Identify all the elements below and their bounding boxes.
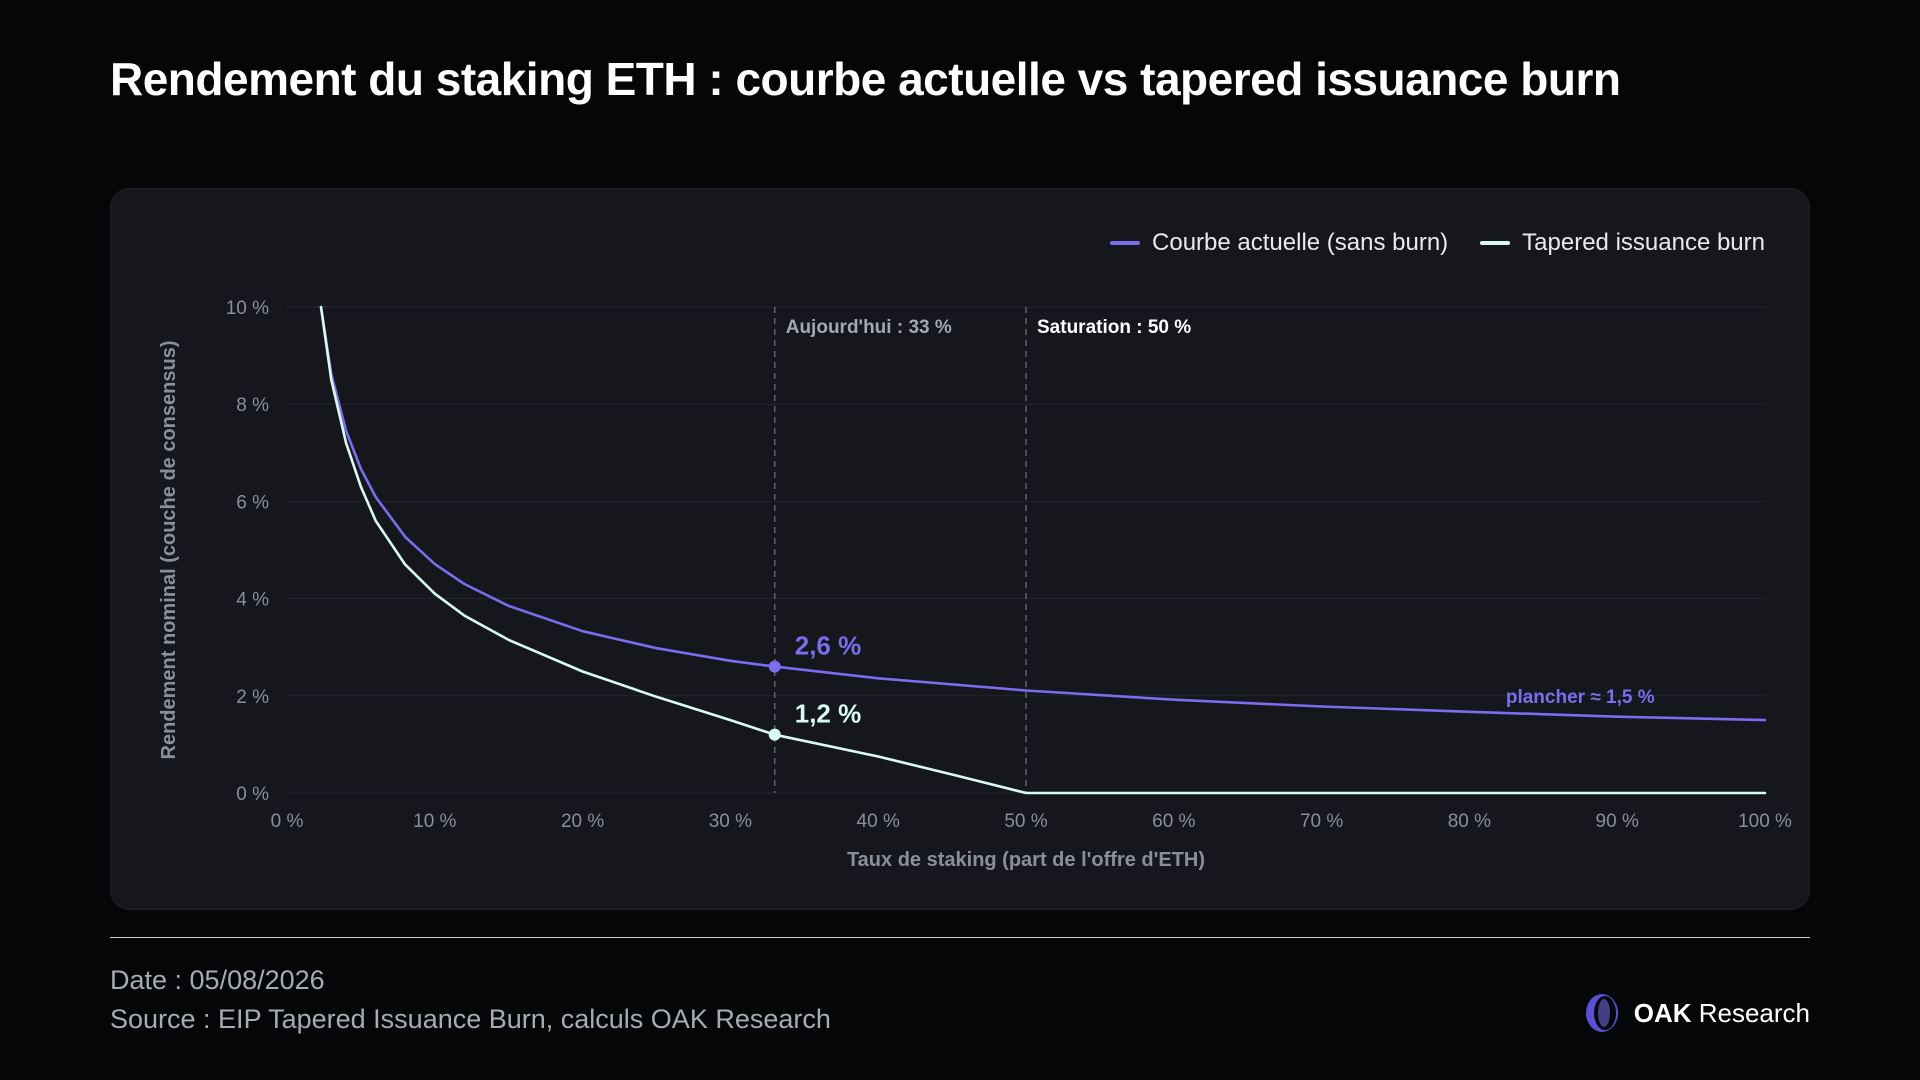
x-tick-label: 10 % [413,811,456,832]
y-tick-label: 2 % [236,687,269,708]
brand-name-bold: OAK [1633,997,1692,1028]
legend-item-current: Courbe actuelle (sans burn) [1110,229,1448,257]
chart-legend: Courbe actuelle (sans burn) Tapered issu… [1110,229,1765,257]
brand-name-rest: Research [1691,997,1810,1028]
legend-swatch-current [1110,241,1141,245]
oak-ring-logo-icon [1585,994,1618,1032]
series-line-current [319,305,1767,722]
y-tick-label: 6 % [236,492,269,513]
chart-plot: 0 % 2 % 4 % 6 % 8 % 10 % 0 % 10 % 20 % 30 % 40 % 50… [158,298,1792,871]
annotation-label: 2,6 % [795,631,862,661]
chart-card: 0 % 2 % 4 % 6 % 8 % 10 % 0 % 10 % 20 % 30 % 40 % 50… [110,188,1810,910]
x-tick-label: 0 % [271,811,304,832]
reference-line-label: Aujourd'hui : 33 % [786,317,952,338]
y-tick-label: 0 % [236,784,269,805]
footer-date: Date : 05/08/2026 [110,965,325,995]
legend-item-tapered: Tapered issuance burn [1480,229,1765,257]
series-line-tapered [319,305,1767,795]
floor-annotation-label: plancher ≈ 1,5 % [1506,687,1655,708]
footer-divider [110,937,1810,938]
annotation-label: 1,2 % [795,699,862,729]
annotation-point [768,728,781,741]
footer-source: Source : EIP Tapered Issuance Burn, calc… [110,1004,831,1034]
legend-swatch-tapered [1480,241,1511,245]
y-tick-label: 8 % [236,395,269,416]
x-tick-label: 70 % [1300,811,1343,832]
page-title: Rendement du staking ETH : courbe actuel… [110,53,1621,105]
x-tick-label: 60 % [1152,811,1195,832]
x-tick-label: 40 % [857,811,900,832]
x-tick-label: 90 % [1596,811,1639,832]
legend-label-current: Courbe actuelle (sans burn) [1152,229,1449,256]
y-axis-title: Rendement nominal (couche de consensus) [158,341,180,760]
x-tick-label: 100 % [1738,811,1792,832]
brand: OAK Research [1584,992,1810,1034]
reference-line-label: Saturation : 50 % [1037,317,1191,338]
x-tick-label: 80 % [1448,811,1491,832]
y-tick-label: 4 % [236,590,269,611]
x-tick-label: 20 % [561,811,604,832]
y-tick-label: 10 % [226,298,269,319]
x-axis-title: Taux de staking (part de l'offre d'ETH) [847,849,1205,871]
x-tick-label: 30 % [709,811,752,832]
annotation-point [768,660,781,673]
legend-label-tapered: Tapered issuance burn [1522,229,1765,256]
x-tick-label: 50 % [1004,811,1047,832]
brand-name: OAK Research [1634,998,1810,1029]
